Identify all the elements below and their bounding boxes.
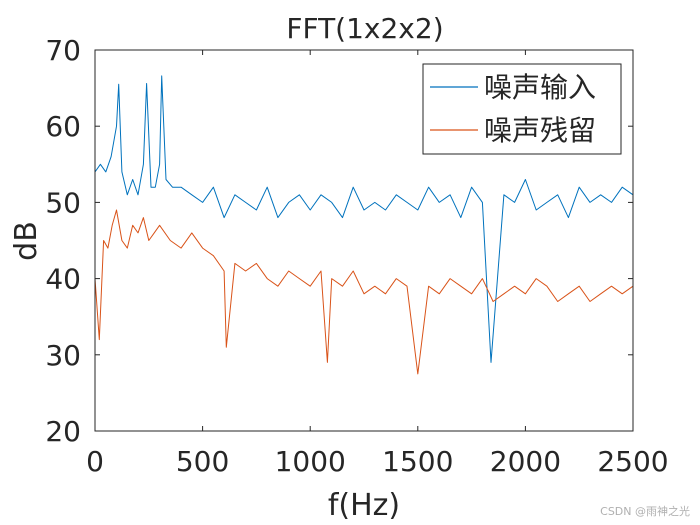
y-tick-label: 60: [45, 110, 81, 143]
y-tick-label: 30: [45, 339, 81, 372]
chart-title: FFT(1x2x2): [286, 12, 443, 45]
x-tick-label: 0: [86, 445, 104, 478]
y-tick-label: 70: [45, 34, 81, 67]
y-tick-label: 40: [45, 263, 81, 296]
axes: 0 500 1000 1500 2000 2500 20 30 40 50 60 70: [45, 34, 668, 478]
legend-box: [422, 63, 622, 155]
x-tick-label: 2500: [597, 445, 668, 478]
legend-label-input: 噪声输入: [484, 71, 596, 104]
x-tick-label: 2000: [490, 445, 561, 478]
series-line-residual: [94, 209, 634, 375]
y-tick-label: 20: [45, 415, 81, 448]
axes-box: [94, 49, 634, 432]
x-tick-label: 1000: [275, 445, 346, 478]
legend: 噪声输入 噪声残留: [422, 63, 622, 155]
x-tick-label: 500: [176, 445, 229, 478]
legend-label-residual: 噪声残留: [484, 114, 596, 147]
series-layer: [94, 75, 634, 375]
y-tick-label: 50: [45, 186, 81, 219]
x-tick-label: 1500: [382, 445, 453, 478]
y-axis-title: dB: [9, 221, 44, 261]
x-axis-title: f(Hz): [328, 488, 400, 523]
series-line-input: [94, 75, 634, 363]
watermark-text: CSDN @雨神之光: [600, 504, 690, 518]
